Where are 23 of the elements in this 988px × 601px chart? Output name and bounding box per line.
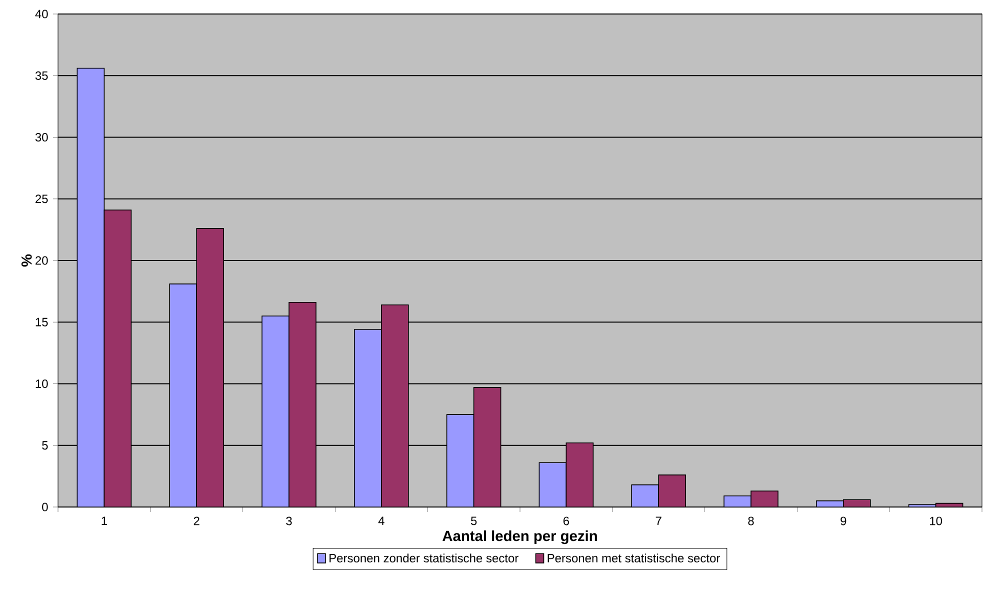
x-tick-label: 3 xyxy=(286,516,292,526)
x-tick-label: 5 xyxy=(470,516,477,526)
y-tick-label: 10 xyxy=(36,380,48,388)
y-tick-label: 40 xyxy=(35,10,48,18)
y-tick-label: 20 xyxy=(36,256,48,265)
y-tick-label: 0 xyxy=(42,502,48,512)
y-tick-label: 5 xyxy=(42,441,48,450)
x-tick-label: 7 xyxy=(656,516,662,525)
x-tick-label: 1 xyxy=(102,516,107,525)
x-tick-label: 6 xyxy=(563,516,570,526)
x-tick-label: 2 xyxy=(194,516,200,526)
legend-label: Personen met statistische sector xyxy=(548,554,720,562)
x-tick-label: 8 xyxy=(748,516,754,526)
x-axis-title: Aantal leden per gezin xyxy=(442,530,597,544)
x-tick-label: 4 xyxy=(378,516,384,525)
x-tick-label: 10 xyxy=(930,516,942,526)
y-axis-title: % xyxy=(21,254,32,267)
x-tick-label: 9 xyxy=(840,516,846,526)
y-tick-label: 25 xyxy=(36,194,48,204)
y-tick-label: 30 xyxy=(35,133,48,142)
legend-label: Personen zonder statistische sector xyxy=(330,554,518,562)
y-tick-label: 15 xyxy=(36,318,48,326)
y-tick-label: 35 xyxy=(35,71,48,80)
